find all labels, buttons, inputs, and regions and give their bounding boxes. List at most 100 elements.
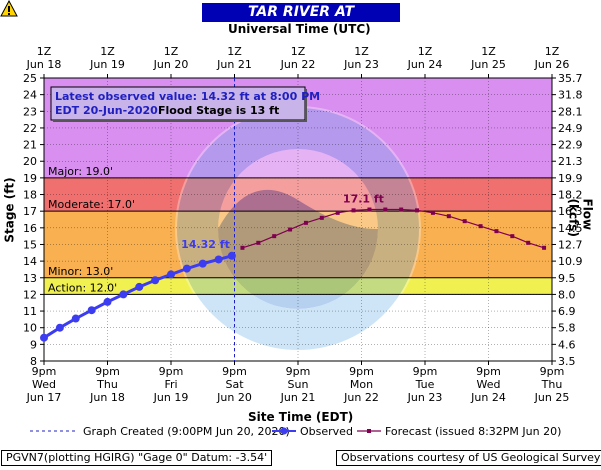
flow-tick-label: 5.8 <box>558 322 576 335</box>
chart-labels: Major: 19.0' Moderate: 17.0' Minor: 13.0' A… <box>48 86 384 294</box>
x-tick-label-day: Thu <box>541 378 563 391</box>
flow-tick-label: 14.5 <box>558 222 583 235</box>
flow-tick-label: 19.9 <box>558 172 583 185</box>
y-tick-label: 19 <box>23 172 37 185</box>
forecast-point <box>351 208 356 213</box>
observed-point <box>119 290 128 299</box>
forecast-point <box>430 210 435 215</box>
warning-icon <box>0 0 18 17</box>
top-tick-label-date: Jun 20 <box>153 58 189 71</box>
forecast-point <box>542 245 547 250</box>
x-tick-label-day: Thu <box>96 378 118 391</box>
forecast-point <box>240 245 245 250</box>
flow-tick-label: 12.7 <box>558 238 583 251</box>
x-tick-label-day: Sat <box>225 378 244 391</box>
x-tick-label-date: Jun 25 <box>534 391 570 404</box>
top-tick-label-time: 1Z <box>227 45 242 58</box>
top-axis-title: Universal Time (UTC) <box>228 22 371 36</box>
flood-category-label: Major: 19.0' <box>48 165 113 178</box>
y-tick-label: 20 <box>23 155 37 168</box>
forecast-point <box>526 240 531 245</box>
forecast-point <box>399 207 404 212</box>
x-tick-label-date: Jun 23 <box>407 391 443 404</box>
forecast-peak-label: 17.1 ft <box>343 193 384 206</box>
x-tick-label-day: Tue <box>415 378 435 391</box>
top-tick-label-time: 1Z <box>354 45 369 58</box>
flood-category-label: Minor: 13.0' <box>48 265 113 278</box>
flow-tick-label: 35.7 <box>558 72 583 85</box>
band-action <box>44 277 552 295</box>
y-tick-label: 23 <box>23 105 37 118</box>
credit-footer: Observations courtesy of US Geological S… <box>336 450 601 466</box>
x-tick-label-time: 9pm <box>95 365 120 378</box>
flow-tick-label: 6.9 <box>558 305 576 318</box>
y-tick-label: 18 <box>23 189 37 202</box>
top-tick-label-date: Jun 25 <box>470 58 506 71</box>
flow-tick-label: 4.6 <box>558 338 576 351</box>
forecast-point <box>510 234 515 239</box>
info-box-shadow <box>305 89 307 122</box>
observed-point <box>135 282 144 291</box>
flood-category-label: Moderate: 17.0' <box>48 198 135 211</box>
y-tick-label: 12 <box>23 288 37 301</box>
legend-forecast-label: Forecast (issued 8:32PM Jun 20) <box>385 425 561 438</box>
y-tick-label: 17 <box>23 205 37 218</box>
forecast-line <box>242 208 545 249</box>
x-tick-label-time: 9pm <box>349 365 374 378</box>
flow-tick-label: 22.9 <box>558 139 583 152</box>
forecast-point <box>383 207 388 212</box>
top-tick-label-date: Jun 24 <box>407 58 443 71</box>
x-tick-label-day: Wed <box>477 378 501 391</box>
forecast-point <box>446 214 451 219</box>
info-box <box>50 86 306 121</box>
top-tick-label-time: 1Z <box>481 45 496 58</box>
top-tick-label-date: Jun 23 <box>343 58 379 71</box>
observed-point <box>214 255 223 264</box>
flow-tick-label: 3.5 <box>558 355 576 368</box>
x-tick-label-time: 9pm <box>32 365 57 378</box>
y-tick-label: 21 <box>23 139 37 152</box>
forecast-point <box>335 210 340 215</box>
flow-tick-label: 31.8 <box>558 89 583 102</box>
info-box-shadow <box>53 120 307 122</box>
x-tick-label-date: Jun 21 <box>280 391 316 404</box>
top-tick-label-time: 1Z <box>418 45 433 58</box>
flow-tick-label: 21.3 <box>558 155 583 168</box>
x-tick-label-day: Mon <box>350 378 373 391</box>
top-tick-label-time: 1Z <box>164 45 179 58</box>
x-tick-label-day: Fri <box>164 378 177 391</box>
x-tick-label-date: Jun 19 <box>153 391 189 404</box>
observed-point <box>227 251 236 260</box>
y-tick-label: 10 <box>23 322 37 335</box>
top-tick-label-time: 1Z <box>545 45 560 58</box>
legend-forecast-marker <box>367 429 371 433</box>
info-box-line2-blue: EDT 20-Jun-2020. <box>55 104 162 117</box>
observed-point <box>198 259 207 268</box>
flow-tick-label: 18.2 <box>558 189 583 202</box>
top-tick-label-time: 1Z <box>291 45 306 58</box>
forecast-point <box>288 227 293 232</box>
forecast-point <box>462 219 467 224</box>
x-tick-label-date: Jun 24 <box>470 391 506 404</box>
legend-observed-label: Observed <box>300 425 353 438</box>
top-tick-label-date: Jun 18 <box>26 58 62 71</box>
top-tick-label-date: Jun 26 <box>534 58 570 71</box>
observed-point <box>55 323 64 332</box>
right-axis-title: Flow (kcfs) <box>566 198 595 237</box>
observed-point <box>71 314 80 323</box>
y-tick-label: 9 <box>30 338 37 351</box>
chart-title: TAR RIVER AT GREENVILLE <box>202 3 400 39</box>
datum-footer: PGVN7(plotting HGIRG) "Gage 0" Datum: -3… <box>1 450 273 466</box>
y-tick-label: 14 <box>23 255 37 268</box>
flood-category-label: Action: 12.0' <box>48 281 117 294</box>
left-axis-title: Stage (ft) <box>2 177 17 243</box>
forecast-point <box>367 207 372 212</box>
x-tick-label-time: 9pm <box>476 365 501 378</box>
x-tick-label-time: 9pm <box>540 365 565 378</box>
legend: Graph Created (9:00PM Jun 20, 2020) Obser… <box>30 425 561 438</box>
observed-point <box>167 270 175 279</box>
x-tick-label-time: 9pm <box>286 365 311 378</box>
y-tick-label: 13 <box>23 272 37 285</box>
flow-tick-label: 8.0 <box>558 288 576 301</box>
